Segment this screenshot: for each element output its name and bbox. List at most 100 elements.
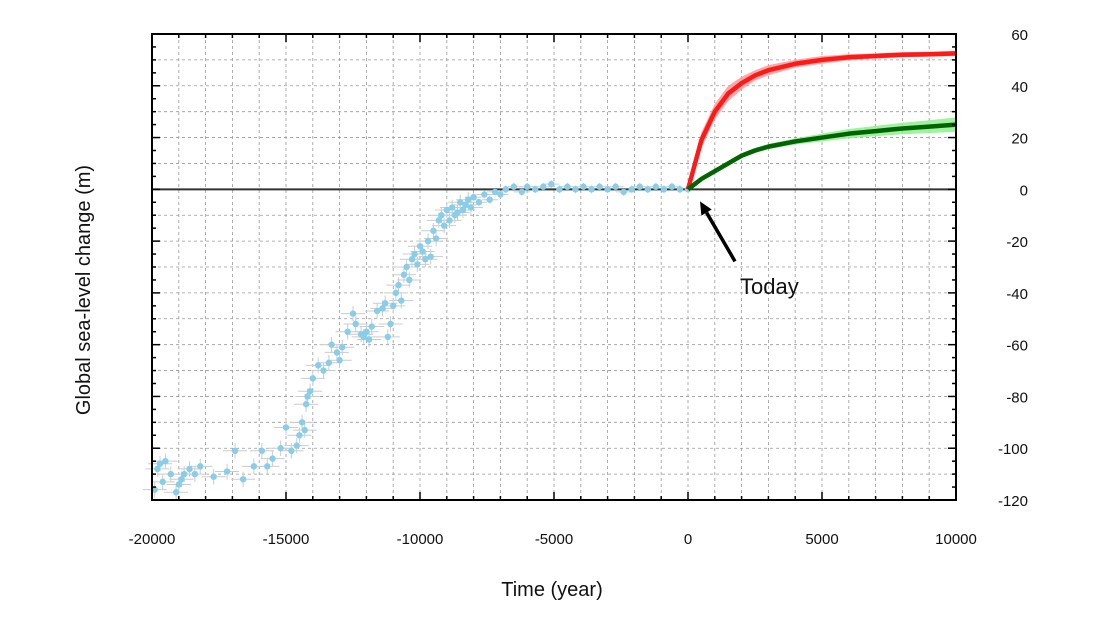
data-point xyxy=(365,336,373,343)
data-point xyxy=(424,237,432,245)
data-point xyxy=(239,476,247,483)
data-point xyxy=(454,209,461,216)
y-tick-label: 40 xyxy=(1011,79,1028,96)
data-point xyxy=(580,183,587,190)
data-point xyxy=(368,323,375,330)
data-point xyxy=(497,191,504,198)
y-tick-label: -80 xyxy=(1006,389,1028,406)
x-axis-title: Time (year) xyxy=(501,579,602,601)
data-point xyxy=(612,183,619,190)
x-tick-label: 5000 xyxy=(805,531,838,548)
data-point xyxy=(448,204,456,211)
data-point xyxy=(411,250,418,258)
data-point xyxy=(344,328,351,335)
data-point xyxy=(604,186,611,193)
data-point xyxy=(301,426,308,434)
y-tick-label: 20 xyxy=(1011,131,1028,148)
data-point xyxy=(277,445,284,452)
data-point xyxy=(336,357,343,364)
data-point xyxy=(159,478,166,486)
data-point xyxy=(438,212,445,219)
data-point xyxy=(328,341,335,348)
data-point xyxy=(309,375,316,382)
axis-ticks xyxy=(151,33,957,501)
data-point xyxy=(197,463,204,470)
data-point xyxy=(475,199,483,206)
data-point xyxy=(223,468,231,475)
data-point xyxy=(443,206,450,214)
y-tick-label: -20 xyxy=(1006,234,1028,251)
data-point xyxy=(572,186,579,193)
data-point xyxy=(314,362,322,369)
data-point xyxy=(403,263,410,271)
data-point xyxy=(419,248,426,255)
data-point xyxy=(156,460,164,467)
data-point xyxy=(352,320,359,328)
data-point xyxy=(320,367,327,374)
data-point xyxy=(304,393,311,400)
data-point xyxy=(387,320,394,328)
data-point xyxy=(339,344,346,351)
data-point xyxy=(408,256,416,263)
data-point xyxy=(288,447,295,455)
data-point xyxy=(446,217,453,224)
today-arrow-head xyxy=(700,201,712,216)
data-point xyxy=(154,465,161,473)
data-point xyxy=(465,196,472,203)
data-point xyxy=(518,188,526,196)
y-tick-label: -60 xyxy=(1006,338,1028,355)
data-point xyxy=(178,476,185,483)
data-point xyxy=(395,281,402,289)
data-point xyxy=(151,486,158,493)
today-annotation: Today xyxy=(700,201,799,299)
data-point xyxy=(548,180,555,188)
x-tick-labels: -20000 -15000 -10000 -5000 0 5000 10000 xyxy=(129,531,977,548)
data-point xyxy=(406,276,413,284)
y-tick-label: -120 xyxy=(998,493,1028,510)
data-point xyxy=(302,401,310,408)
green-projection-line xyxy=(686,122,957,192)
data-point xyxy=(481,191,488,198)
projection-lines xyxy=(685,51,957,192)
data-point xyxy=(459,206,467,214)
today-arrow xyxy=(705,211,737,263)
data-point xyxy=(349,310,357,317)
data-point xyxy=(296,432,303,439)
data-point xyxy=(298,419,306,426)
data-point xyxy=(620,188,627,196)
data-point xyxy=(186,465,193,473)
data-point xyxy=(636,183,643,190)
y-tick-labels: 60 40 20 0 -20 -40 -60 -80 -100 -120 xyxy=(998,27,1028,510)
data-point xyxy=(325,359,333,366)
data-point xyxy=(532,186,539,193)
data-point xyxy=(652,183,660,190)
data-point xyxy=(264,463,271,470)
data-point xyxy=(333,349,341,356)
observation-points xyxy=(151,180,692,496)
data-point xyxy=(175,481,182,488)
data-point xyxy=(180,470,188,478)
data-point xyxy=(510,183,517,190)
data-point xyxy=(440,222,448,229)
data-point xyxy=(282,424,290,431)
data-point xyxy=(162,457,169,465)
data-point xyxy=(210,473,217,480)
data-point xyxy=(588,186,595,193)
data-point xyxy=(191,470,199,478)
today-label: Today xyxy=(740,274,799,299)
data-point xyxy=(172,489,180,496)
data-point xyxy=(668,183,676,190)
data-point xyxy=(432,235,440,242)
data-point xyxy=(306,388,314,395)
data-point xyxy=(400,271,408,278)
data-point xyxy=(540,183,547,190)
data-point xyxy=(564,183,571,190)
data-point xyxy=(644,186,651,193)
data-point xyxy=(373,307,381,315)
data-point xyxy=(435,217,442,224)
data-point xyxy=(470,193,477,201)
y-tick-label: -40 xyxy=(1006,286,1028,303)
data-point xyxy=(524,183,531,190)
data-point xyxy=(491,188,499,196)
